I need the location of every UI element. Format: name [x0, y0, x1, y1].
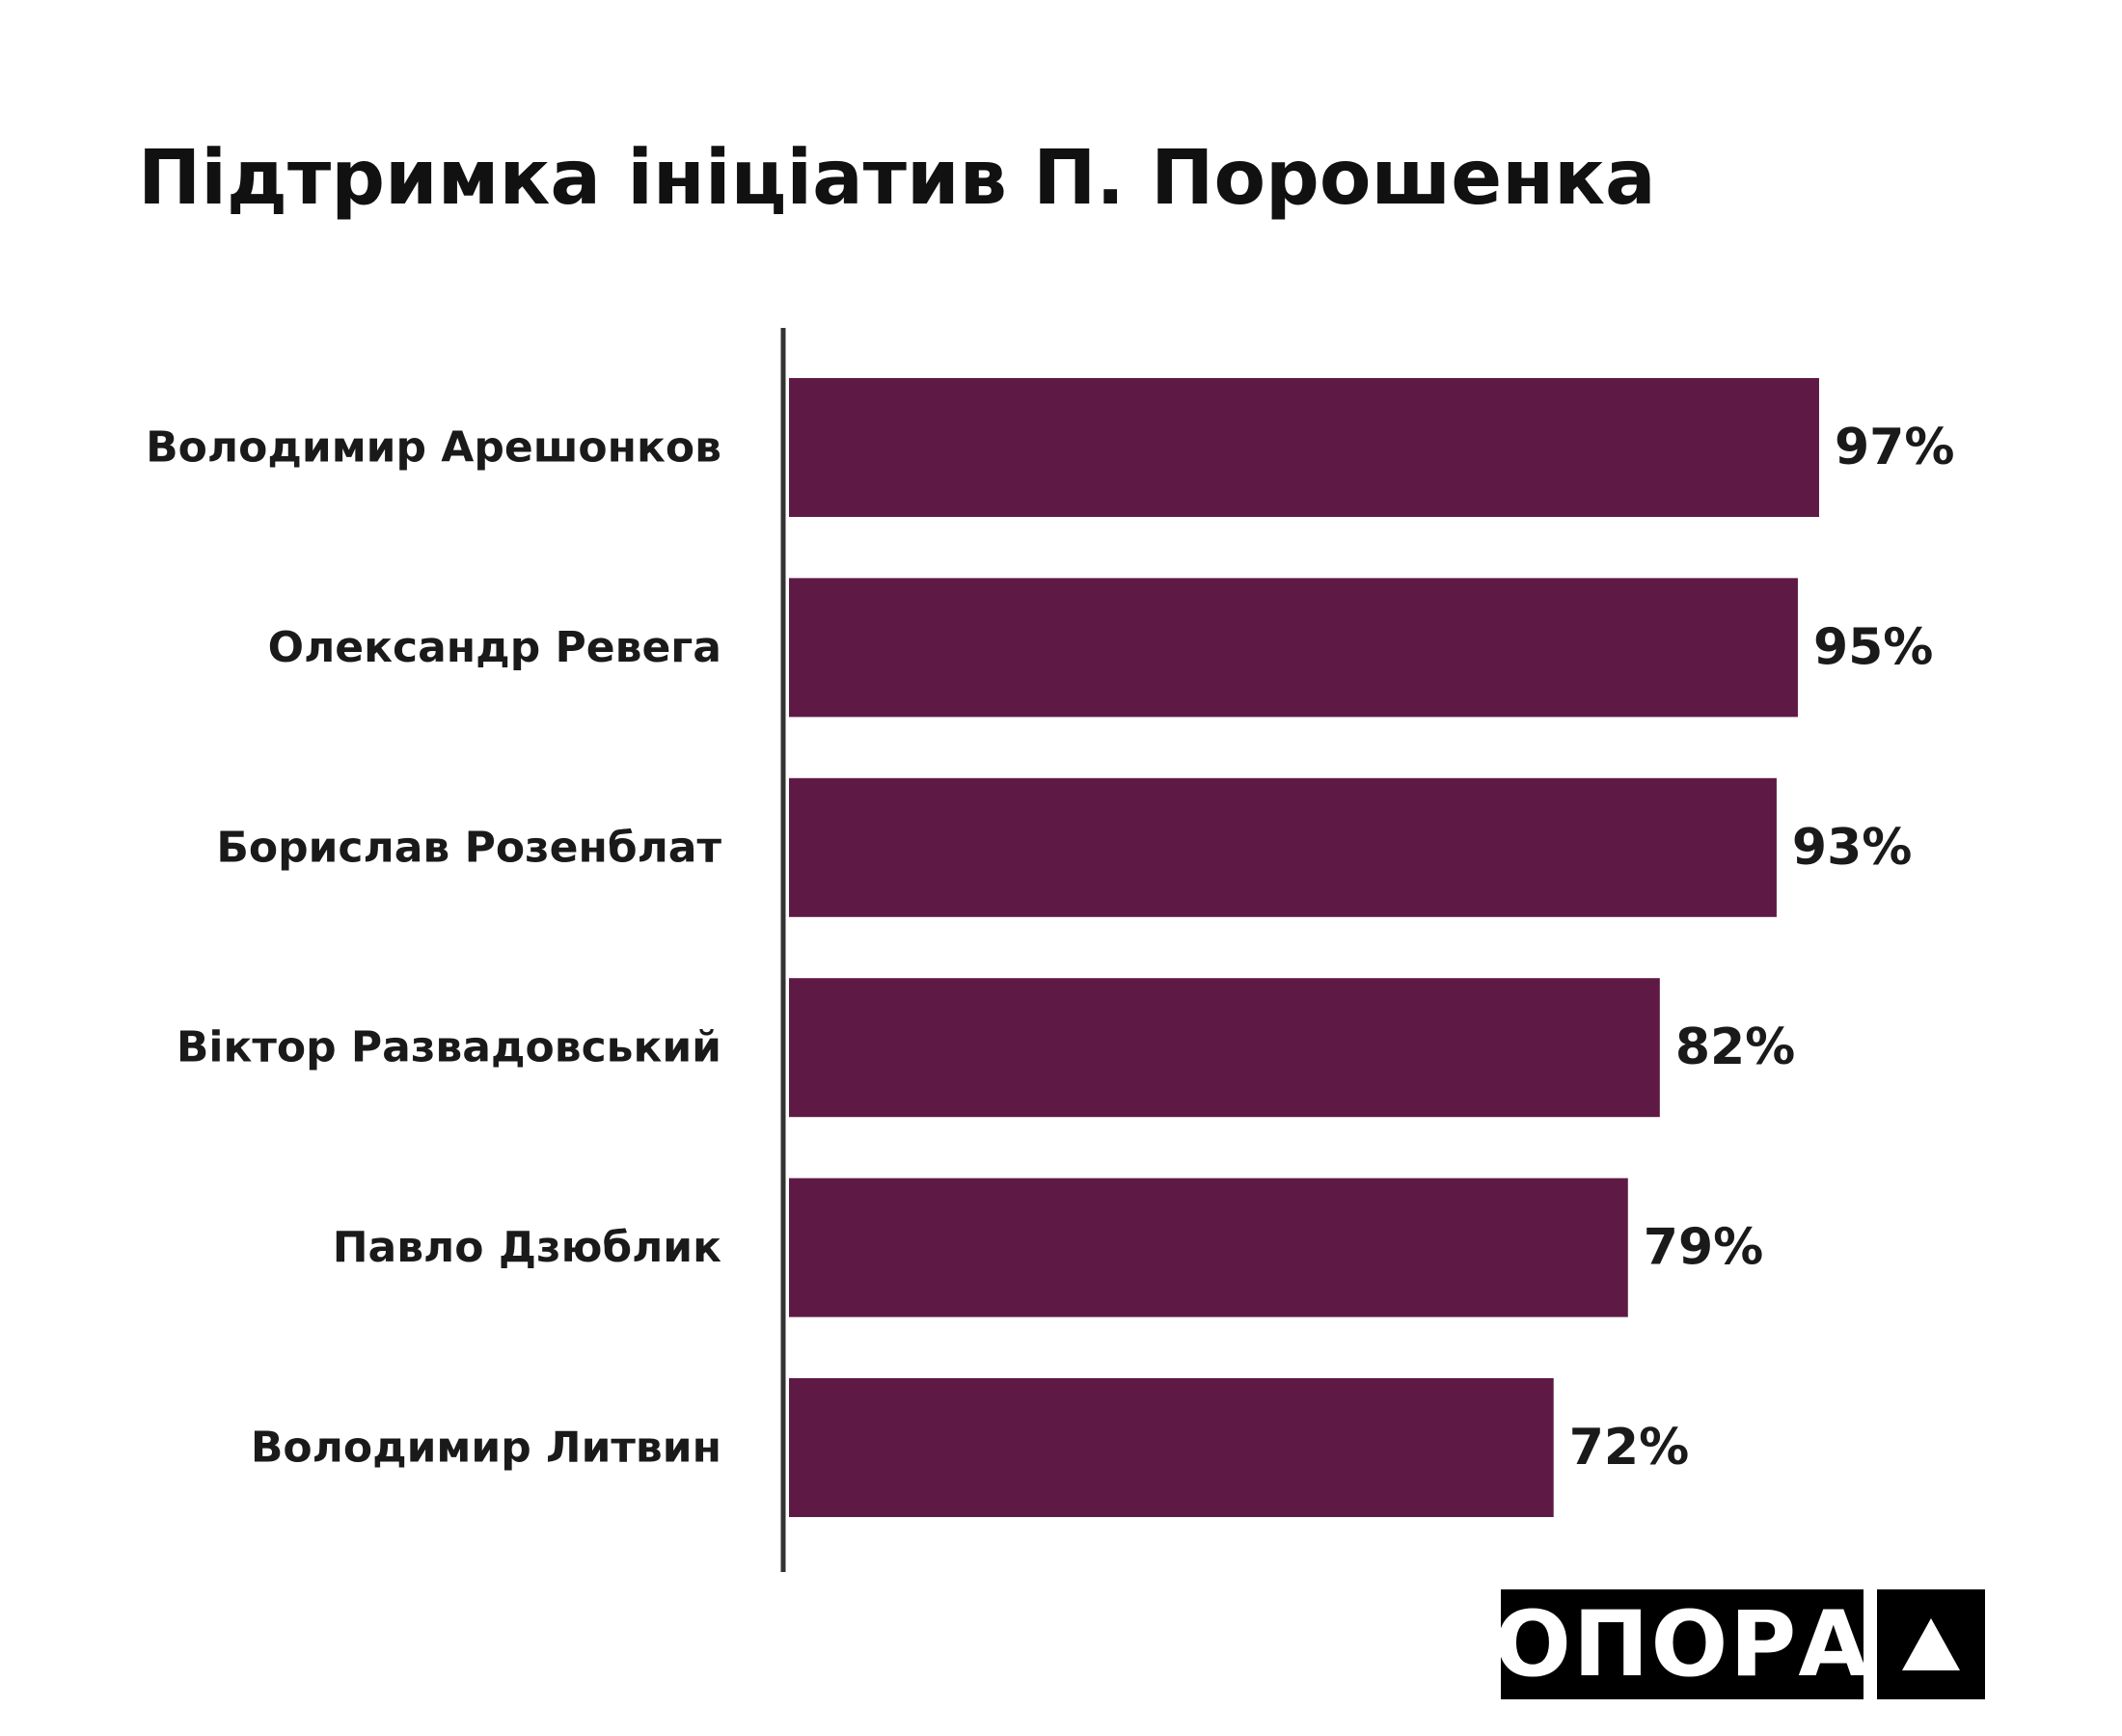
value-label: 72%: [1569, 1419, 1689, 1477]
value-label: 97%: [1835, 419, 1954, 476]
logo-wordmark: ОПОРА: [1494, 1589, 1868, 1699]
value-label: 93%: [1792, 819, 1912, 877]
value-labels: 97% 95% 93% 82% 79% 72%: [1569, 419, 1955, 1477]
bar: [789, 1178, 1628, 1317]
category-label: Павло Дзюблик: [333, 1223, 721, 1272]
category-labels: Володимир Арешонков Олександр Ревега Борис…: [146, 423, 721, 1473]
value-label: 82%: [1675, 1018, 1795, 1076]
value-label: 95%: [1813, 618, 1933, 676]
bar: [789, 1378, 1554, 1517]
category-label: Борислав Розенблат: [216, 823, 721, 872]
triangle-icon: [1877, 1589, 1985, 1699]
opora-logo: ОПОРА: [1494, 1589, 1985, 1699]
category-label: Володимир Арешонков: [146, 423, 721, 473]
category-label: Володимир Литвин: [251, 1424, 721, 1473]
category-label: Віктор Развадовський: [177, 1023, 721, 1072]
chart-title: Підтримка ініціатив П. Порошенка: [138, 135, 1656, 222]
bar: [789, 978, 1660, 1118]
bars: [789, 378, 1819, 1517]
bar: [789, 777, 1777, 917]
bar: [789, 578, 1798, 718]
bar: [789, 378, 1819, 517]
category-label: Олександр Ревега: [268, 623, 721, 672]
triangle-icon-shape: [1902, 1618, 1960, 1670]
value-label: 79%: [1644, 1219, 1763, 1277]
